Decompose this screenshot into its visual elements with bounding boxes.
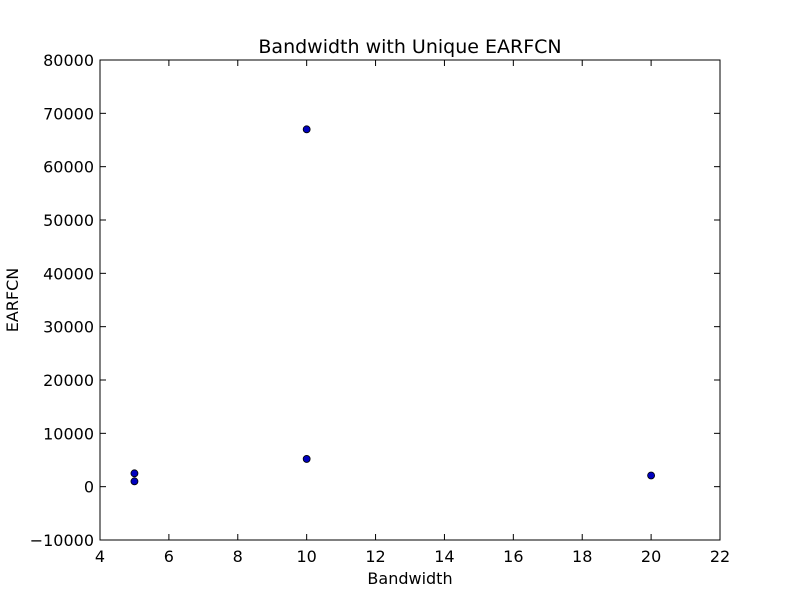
data-point: [302, 125, 311, 134]
y-tick-label: 10000: [43, 424, 94, 443]
y-tick-label: 20000: [43, 371, 94, 390]
plot-area: [99, 59, 721, 541]
x-tick-label: 16: [503, 547, 523, 566]
chart-title: Bandwidth with Unique EARFCN: [258, 36, 561, 58]
y-axis: −10000 0 10000 20000 30000 40000 50000 60000 700…: [30, 51, 720, 550]
x-tick-label: 14: [434, 547, 454, 566]
y-tick-label: 70000: [43, 104, 94, 123]
y-axis-label: EARFCN: [3, 268, 22, 333]
y-tick-label: 30000: [43, 318, 94, 337]
x-tick-label: 12: [365, 547, 385, 566]
x-tick-label: 18: [572, 547, 592, 566]
data-point: [130, 469, 139, 478]
y-tick-label: 60000: [43, 158, 94, 177]
y-tick-label: 0: [84, 478, 94, 497]
x-tick-label: 22: [710, 547, 730, 566]
y-tick-label: 40000: [43, 264, 94, 283]
x-axis: 4 6 8 10 12 14 16 18 20 22: [95, 60, 730, 566]
data-point: [647, 471, 656, 480]
data-series: [130, 125, 656, 486]
x-tick-label: 6: [164, 547, 174, 566]
y-tick-label: 80000: [43, 51, 94, 70]
plot-frame: [99, 59, 721, 541]
y-tick-label: 50000: [43, 211, 94, 230]
x-tick-label: 8: [233, 547, 243, 566]
x-tick-label: 20: [641, 547, 661, 566]
x-tick-label: 4: [95, 547, 105, 566]
x-tick-label: 10: [296, 547, 316, 566]
y-tick-label: −10000: [30, 531, 94, 550]
x-axis-label: Bandwidth: [367, 569, 452, 588]
data-point: [130, 477, 139, 486]
data-point: [302, 455, 311, 463]
